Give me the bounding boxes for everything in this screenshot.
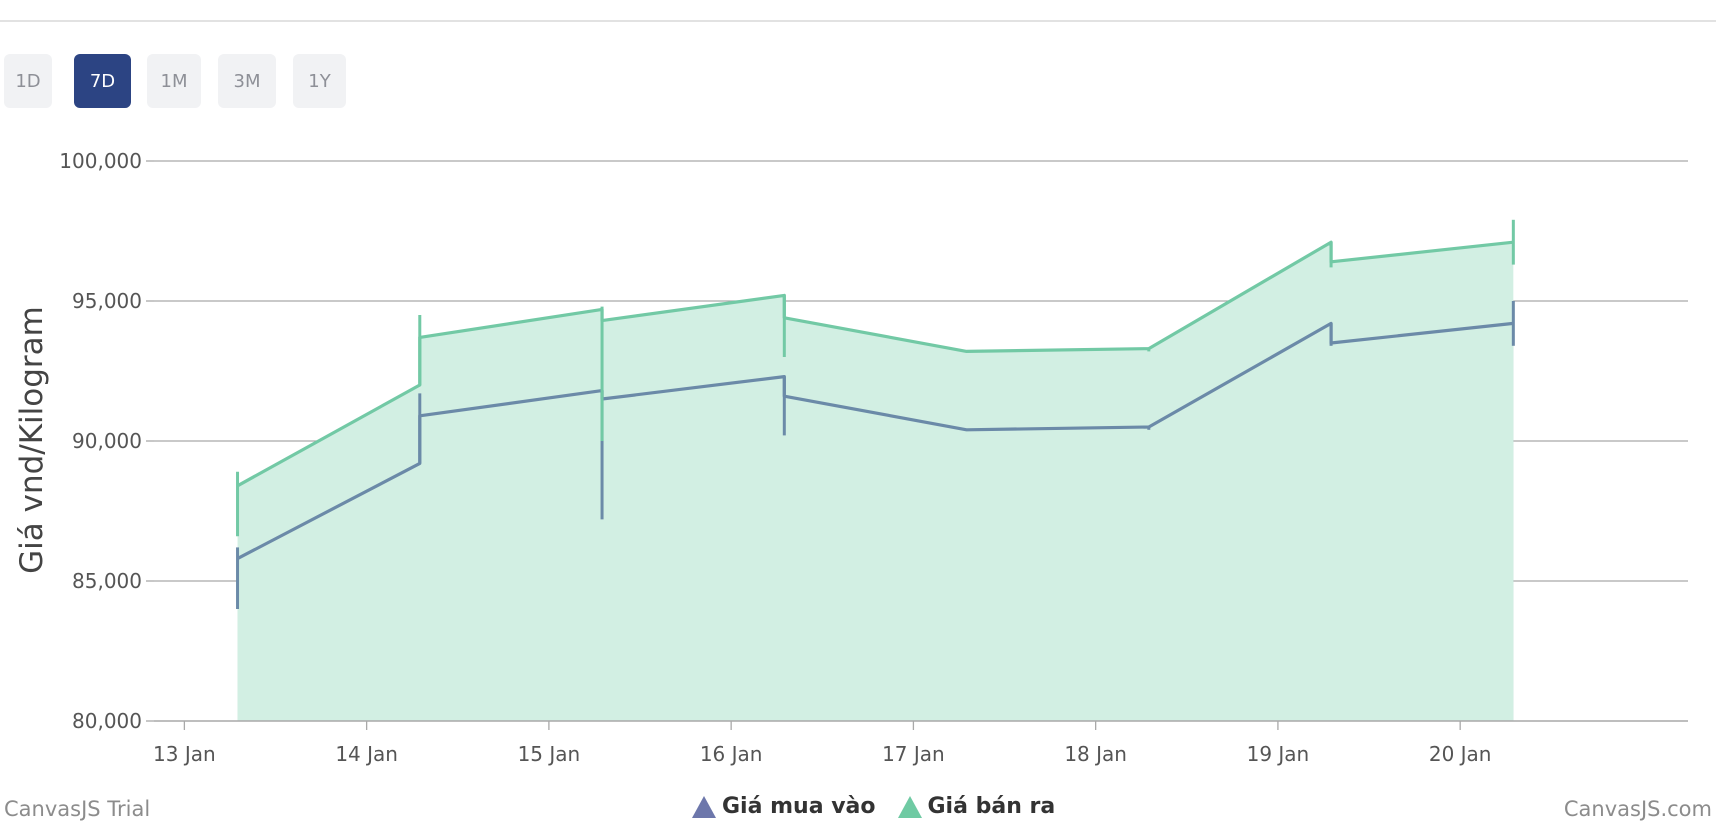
y-tick-label: 95,000 bbox=[72, 289, 142, 313]
y-tick-label: 90,000 bbox=[72, 429, 142, 453]
chart-legend: Giá mua vào Giá bán ra bbox=[692, 794, 1077, 819]
range-button-7d[interactable]: 7D bbox=[74, 54, 131, 108]
legend-label-buy: Giá mua vào bbox=[722, 794, 876, 819]
triangle-icon bbox=[897, 795, 922, 818]
top-divider bbox=[0, 20, 1716, 22]
range-button-1d[interactable]: 1D bbox=[4, 54, 52, 108]
y-tick-label: 85,000 bbox=[72, 569, 142, 593]
y-axis-label: Giá vnd/Kilogram bbox=[14, 306, 50, 574]
axes bbox=[146, 160, 1688, 730]
series-area-1 bbox=[237, 242, 1514, 721]
series-areas bbox=[237, 242, 1514, 721]
range-button-1y[interactable]: 1Y bbox=[293, 54, 346, 108]
x-tick-label: 17 Jan bbox=[882, 742, 945, 766]
trial-watermark: CanvasJS Trial bbox=[4, 797, 151, 821]
series-lines bbox=[236, 219, 1515, 609]
x-tick-label: 14 Jan bbox=[335, 742, 398, 766]
y-tick-label: 100,000 bbox=[59, 149, 142, 173]
x-tick-label: 13 Jan bbox=[153, 742, 216, 766]
x-tick-label: 18 Jan bbox=[1064, 742, 1127, 766]
x-tick-label: 20 Jan bbox=[1429, 742, 1492, 766]
legend-label-sell: Giá bán ra bbox=[927, 794, 1056, 819]
triangle-icon bbox=[692, 795, 716, 818]
range-button-3m[interactable]: 3M bbox=[218, 54, 276, 108]
x-tick-label: 15 Jan bbox=[518, 742, 581, 766]
x-tick-label: 16 Jan bbox=[700, 742, 763, 766]
price-chart: 80,000 85,000 90,000 95,000 100,000 13 Jan 14 … bbox=[14, 149, 1688, 766]
tick-labels: 80,000 85,000 90,000 95,000 100,000 13 Jan 14 … bbox=[59, 149, 1491, 766]
credit-link[interactable]: CanvasJS.com bbox=[1563, 797, 1712, 821]
y-tick-label: 80,000 bbox=[72, 709, 142, 733]
range-button-1m[interactable]: 1M bbox=[147, 54, 201, 108]
legend-item-sell[interactable]: Giá bán ra bbox=[897, 794, 1056, 819]
x-tick-label: 19 Jan bbox=[1247, 742, 1310, 766]
legend-item-buy[interactable]: Giá mua vào bbox=[692, 794, 876, 819]
